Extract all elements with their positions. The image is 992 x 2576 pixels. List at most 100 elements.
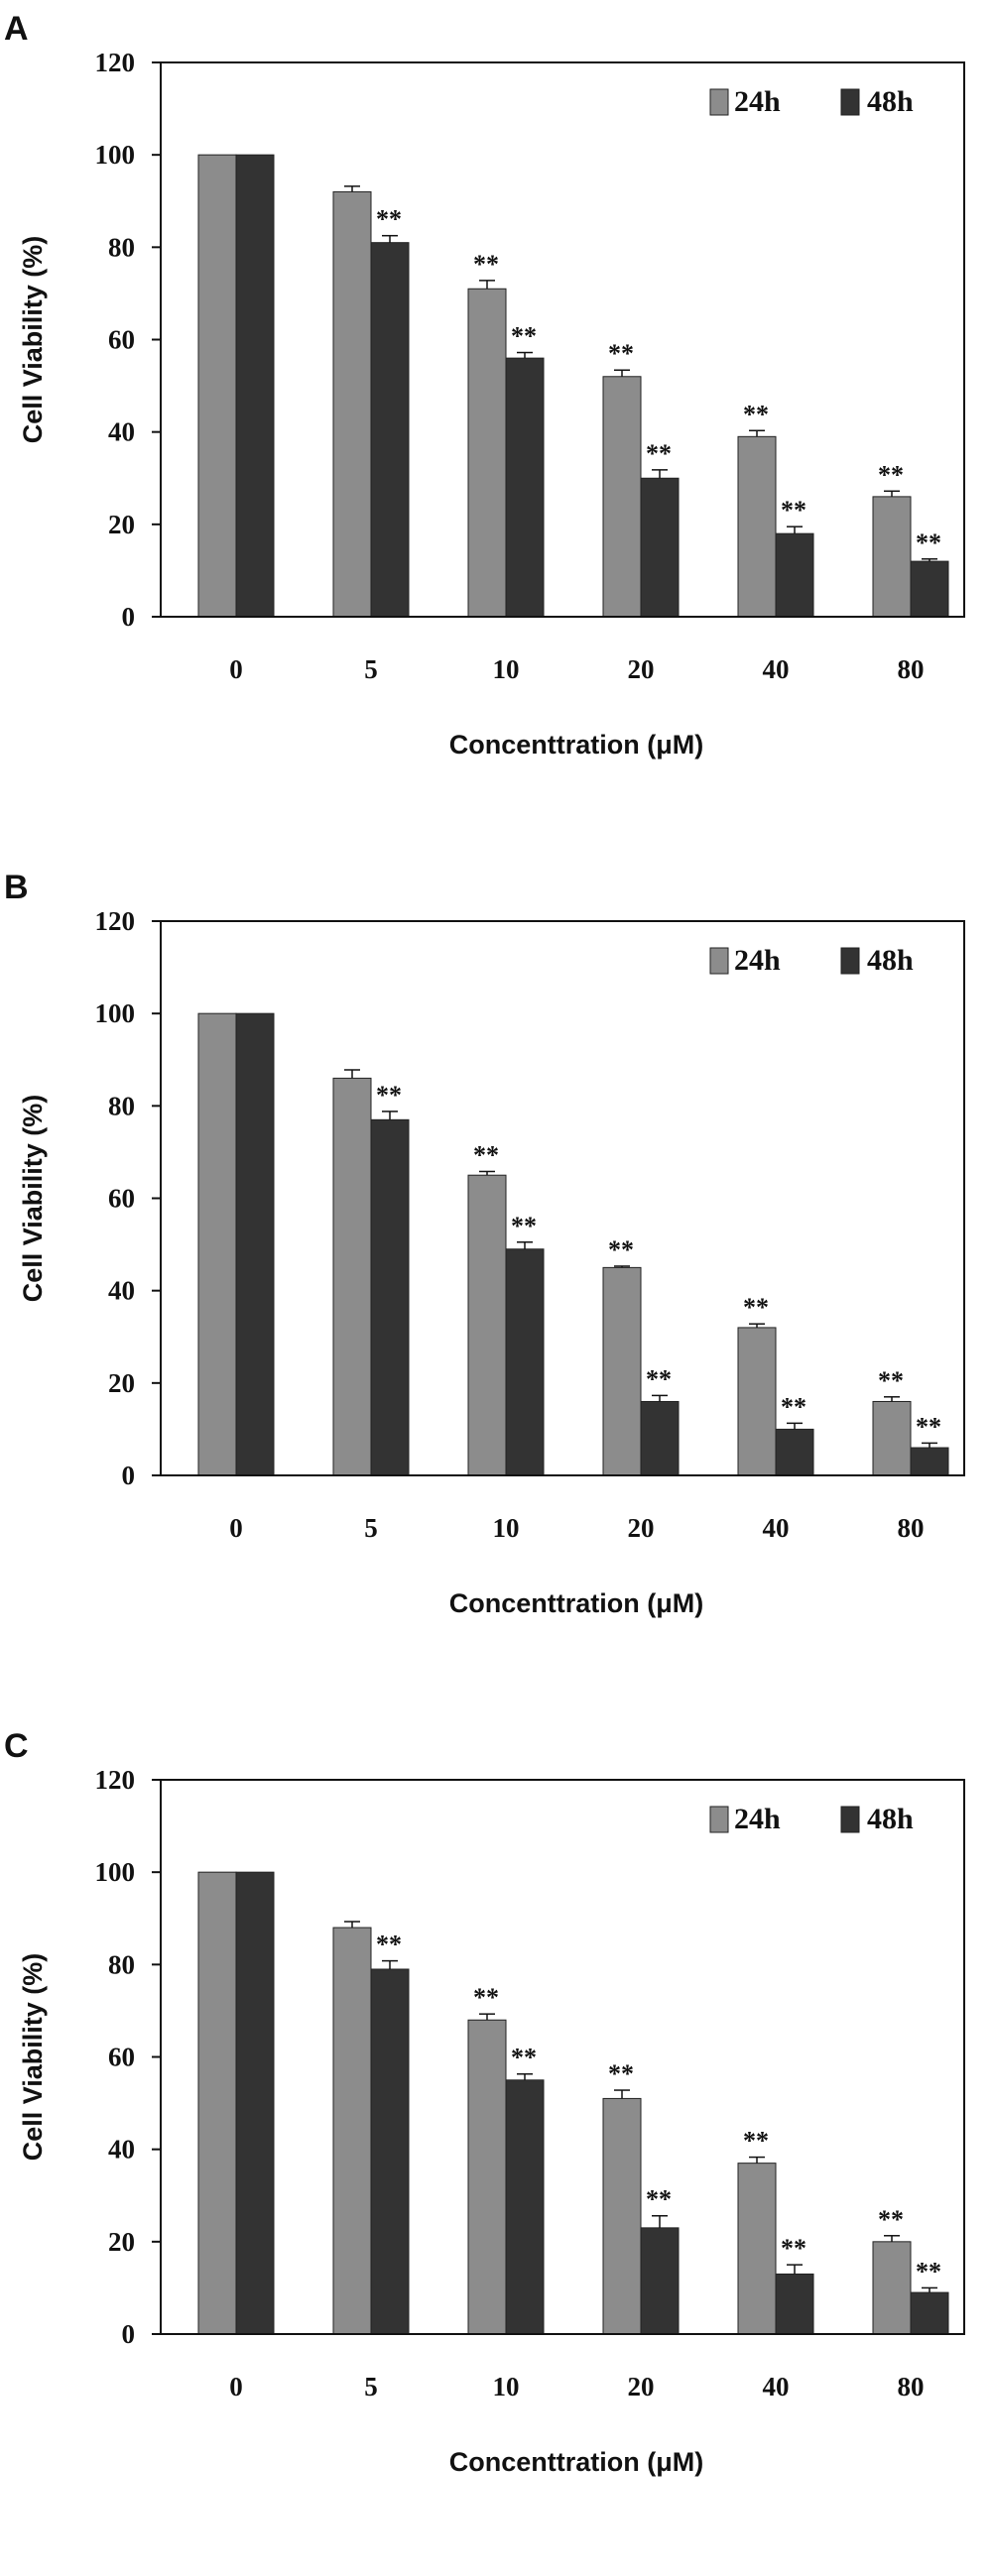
x-tick-label: 10 bbox=[493, 654, 520, 684]
bar bbox=[602, 1266, 642, 1476]
bar bbox=[910, 2291, 949, 2335]
bar bbox=[332, 1077, 372, 1476]
significance-mark: ** bbox=[916, 528, 941, 557]
y-axis-title: Cell Viability (%) bbox=[18, 1953, 48, 2162]
y-tick-label: 20 bbox=[108, 510, 135, 539]
y-axis-title: Cell Viability (%) bbox=[18, 236, 48, 444]
x-tick-label: 0 bbox=[229, 2372, 243, 2401]
bar bbox=[370, 242, 410, 618]
panel-label: A bbox=[4, 10, 29, 48]
bar bbox=[737, 435, 777, 618]
x-tick-label: 80 bbox=[898, 654, 925, 684]
legend-swatch-48h bbox=[840, 88, 860, 116]
legend-label-48h: 48h bbox=[867, 85, 914, 118]
bar bbox=[467, 288, 507, 618]
bar bbox=[467, 1174, 507, 1476]
bar bbox=[737, 1327, 777, 1476]
significance-mark: ** bbox=[511, 322, 537, 351]
y-tick-label: 60 bbox=[108, 1184, 135, 1214]
bar-chart-c: C 0 ** 5 ** ** 10 ** ** 20 ** ** 40 ** ** 80 0 20 40 60 80 10… bbox=[4, 1727, 965, 2477]
bar bbox=[602, 2097, 642, 2335]
significance-mark: ** bbox=[646, 2185, 672, 2214]
significance-mark: ** bbox=[511, 1212, 537, 1240]
x-tick-label: 5 bbox=[364, 654, 378, 684]
significance-mark: ** bbox=[646, 439, 672, 468]
bar bbox=[910, 1447, 949, 1476]
x-tick-label: 80 bbox=[898, 1513, 925, 1543]
y-tick-label: 100 bbox=[95, 1857, 136, 1887]
x-tick-label: 40 bbox=[763, 1513, 790, 1543]
significance-mark: ** bbox=[608, 339, 634, 368]
significance-mark: ** bbox=[376, 205, 402, 234]
y-tick-label: 120 bbox=[95, 48, 136, 77]
x-tick-label: 40 bbox=[763, 2372, 790, 2401]
chart-panel-b: B 0 ** 5 ** ** 10 ** ** 20 ** ** 40 ** ** 80 0 20 40 60 80 10… bbox=[0, 859, 992, 1717]
x-tick-label: 5 bbox=[364, 1513, 378, 1543]
bar bbox=[332, 190, 372, 618]
significance-mark: ** bbox=[473, 250, 499, 279]
legend-label-24h: 24h bbox=[734, 85, 781, 118]
significance-mark: ** bbox=[878, 460, 904, 489]
y-tick-label: 100 bbox=[95, 998, 136, 1028]
significance-mark: ** bbox=[608, 1235, 634, 1264]
significance-mark: ** bbox=[743, 2127, 769, 2156]
significance-mark: ** bbox=[878, 1366, 904, 1395]
x-axis-title: Concenttration (μM) bbox=[449, 730, 704, 760]
significance-mark: ** bbox=[916, 1412, 941, 1441]
legend-label-48h: 48h bbox=[867, 944, 914, 977]
x-tick-label: 10 bbox=[493, 1513, 520, 1543]
legend-label-48h: 48h bbox=[867, 1803, 914, 1835]
bar bbox=[640, 477, 680, 618]
y-tick-label: 60 bbox=[108, 2043, 135, 2072]
significance-mark: ** bbox=[743, 400, 769, 428]
bar bbox=[235, 154, 275, 618]
y-tick-label: 100 bbox=[95, 140, 136, 170]
bar bbox=[872, 2241, 912, 2335]
legend-swatch-48h bbox=[840, 947, 860, 975]
significance-mark: ** bbox=[473, 1140, 499, 1169]
legend-swatch-24h bbox=[709, 947, 729, 975]
significance-mark: ** bbox=[916, 2257, 941, 2285]
x-tick-label: 10 bbox=[493, 2372, 520, 2401]
bar bbox=[505, 357, 545, 618]
bar bbox=[872, 496, 912, 618]
significance-mark: ** bbox=[781, 1392, 806, 1421]
significance-mark: ** bbox=[511, 2044, 537, 2072]
bar bbox=[370, 1118, 410, 1476]
bar bbox=[505, 1248, 545, 1476]
bar bbox=[640, 1400, 680, 1476]
significance-mark: ** bbox=[743, 1293, 769, 1322]
y-tick-label: 40 bbox=[108, 417, 135, 447]
y-tick-label: 60 bbox=[108, 325, 135, 355]
bar bbox=[872, 1400, 912, 1476]
y-tick-label: 0 bbox=[122, 1461, 136, 1490]
bar-chart-a: A 0 ** 5 ** ** 10 ** ** 20 ** ** 40 ** ** 80 0 20 40 60 80 10… bbox=[4, 10, 965, 760]
panel-label: C bbox=[4, 1727, 29, 1765]
x-tick-label: 40 bbox=[763, 654, 790, 684]
y-tick-label: 40 bbox=[108, 2135, 135, 2165]
plot-frame bbox=[160, 61, 965, 618]
chart-panel-c: C 0 ** 5 ** ** 10 ** ** 20 ** ** 40 ** ** 80 0 20 40 60 80 10… bbox=[0, 1717, 992, 2576]
bar bbox=[505, 2079, 545, 2335]
x-axis-title: Concenttration (μM) bbox=[449, 2447, 704, 2477]
legend-swatch-48h bbox=[840, 1806, 860, 1833]
bar bbox=[332, 1927, 372, 2335]
legend-swatch-24h bbox=[709, 1806, 729, 1833]
legend-label-24h: 24h bbox=[734, 1803, 781, 1835]
significance-mark: ** bbox=[608, 2059, 634, 2088]
y-tick-label: 0 bbox=[122, 2319, 136, 2349]
bar bbox=[775, 2273, 814, 2335]
bar bbox=[197, 154, 237, 618]
significance-mark: ** bbox=[781, 496, 806, 525]
bar bbox=[640, 2227, 680, 2335]
bar bbox=[602, 376, 642, 618]
x-tick-label: 20 bbox=[628, 654, 655, 684]
y-tick-label: 80 bbox=[108, 1949, 135, 1979]
y-axis-title: Cell Viability (%) bbox=[18, 1095, 48, 1303]
plot-frame bbox=[160, 920, 965, 1476]
significance-mark: ** bbox=[781, 2234, 806, 2263]
significance-mark: ** bbox=[376, 1931, 402, 1959]
significance-mark: ** bbox=[376, 1081, 402, 1110]
y-tick-label: 120 bbox=[95, 906, 136, 936]
x-tick-label: 5 bbox=[364, 2372, 378, 2401]
